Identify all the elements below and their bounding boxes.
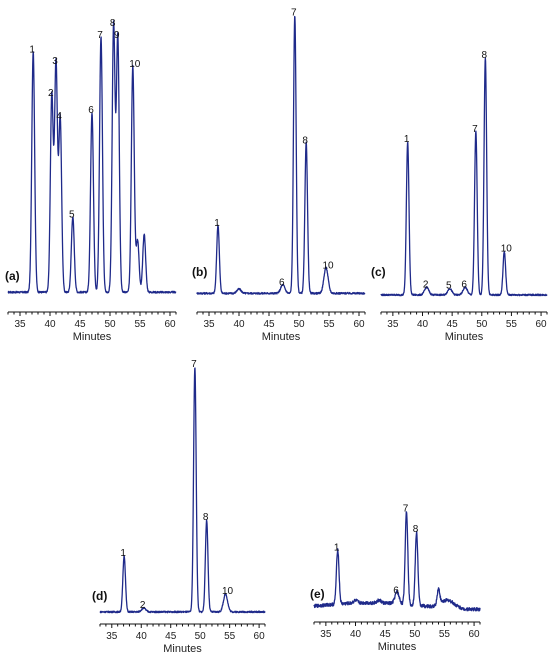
peak-label: 7	[291, 8, 297, 19]
x-axis-title: Minutes	[163, 643, 202, 655]
peak-label: 1	[120, 548, 126, 559]
panel-c: 35 40 45 50 55 60 Minutes (c) 1 2 5 6 7 8 10	[371, 50, 548, 343]
peak-label: 10	[322, 260, 334, 271]
peak-label: 5	[69, 210, 75, 221]
x-tick-label: 40	[417, 319, 429, 330]
x-tick-label: 55	[439, 629, 451, 640]
peak-label: 8	[203, 512, 209, 523]
peak-label: 9	[114, 30, 120, 41]
x-tick-label: 50	[195, 631, 207, 642]
x-tick-label: 50	[476, 319, 488, 330]
peak-label: 7	[191, 359, 197, 370]
x-tick-label: 50	[409, 629, 421, 640]
peak-label: 7	[472, 124, 478, 135]
x-tick-label: 55	[506, 319, 518, 330]
peak-label: 6	[279, 277, 285, 288]
x-tick-label: 35	[14, 319, 26, 330]
chromatogram-trace	[196, 15, 366, 295]
peak-label: 8	[482, 50, 488, 61]
peak-label: 2	[48, 88, 54, 99]
peak-label: 2	[140, 600, 146, 611]
peak-label: 4	[56, 111, 62, 122]
x-tick-label: 35	[387, 319, 399, 330]
peak-label: 1	[214, 218, 220, 229]
chromatogram-trace	[99, 367, 266, 614]
panel-label: (e)	[310, 587, 325, 601]
peak-label: 6	[461, 279, 467, 290]
peak-label: 8	[110, 18, 116, 29]
peak-label: 8	[413, 524, 419, 535]
x-tick-label: 45	[263, 319, 275, 330]
x-axis-title: Minutes	[262, 331, 301, 343]
x-tick-label: 50	[293, 319, 305, 330]
panel-e: 35 40 45 50 55 60 Minutes (e) 1 6 78	[310, 503, 481, 653]
panel-b: 35 40 45 50 55 60 Minutes (b) 1 6 7 8 10	[192, 8, 366, 343]
peak-label: 10	[501, 244, 513, 255]
x-axis-title: Minutes	[378, 641, 417, 653]
x-tick-label: 60	[164, 319, 176, 330]
x-axis-title: Minutes	[73, 331, 112, 343]
chromatogram-trace	[380, 57, 548, 297]
peak-label: 2	[423, 279, 429, 290]
peak-label: 6	[393, 585, 399, 596]
x-tick-label: 40	[136, 631, 148, 642]
x-tick-label: 45	[165, 631, 177, 642]
panel-label: (b)	[192, 265, 207, 279]
x-tick-label: 35	[106, 631, 118, 642]
chromatogram-trace	[7, 20, 177, 294]
x-tick-label: 45	[380, 629, 392, 640]
x-tick-label: 35	[320, 629, 332, 640]
x-tick-label: 60	[469, 629, 481, 640]
x-tick-label: 55	[323, 319, 335, 330]
peak-label: 7	[97, 30, 103, 41]
peak-label: 3	[52, 56, 58, 67]
peak-label: 10	[222, 586, 234, 597]
panel-d: 35 40 45 50 55 60 Minutes (d) 1 2 7 8 10	[92, 359, 266, 655]
peak-label: 1	[334, 542, 340, 553]
x-tick-label: 40	[233, 319, 245, 330]
x-tick-label: 45	[74, 319, 86, 330]
peak-label: 8	[302, 135, 308, 146]
peak-label: 5	[446, 281, 452, 292]
x-tick-label: 50	[104, 319, 116, 330]
x-tick-label: 60	[536, 319, 548, 330]
panel-label: (a)	[5, 269, 20, 283]
x-tick-label: 55	[134, 319, 146, 330]
peak-label: 10	[129, 59, 141, 70]
x-tick-label: 45	[447, 319, 459, 330]
x-tick-label: 35	[203, 319, 215, 330]
x-tick-label: 60	[254, 631, 266, 642]
panel-label: (d)	[92, 589, 107, 603]
peak-label: 1	[29, 44, 35, 55]
peak-label: 7	[403, 503, 409, 514]
x-tick-label: 40	[44, 319, 56, 330]
chromatogram-trace	[313, 511, 481, 612]
x-tick-label: 40	[350, 629, 362, 640]
panel-label: (c)	[371, 265, 386, 279]
peak-label: 6	[88, 105, 94, 116]
x-tick-label: 55	[224, 631, 236, 642]
peak-label: 1	[404, 134, 410, 145]
x-tick-label: 60	[353, 319, 365, 330]
x-axis-title: Minutes	[445, 331, 484, 343]
